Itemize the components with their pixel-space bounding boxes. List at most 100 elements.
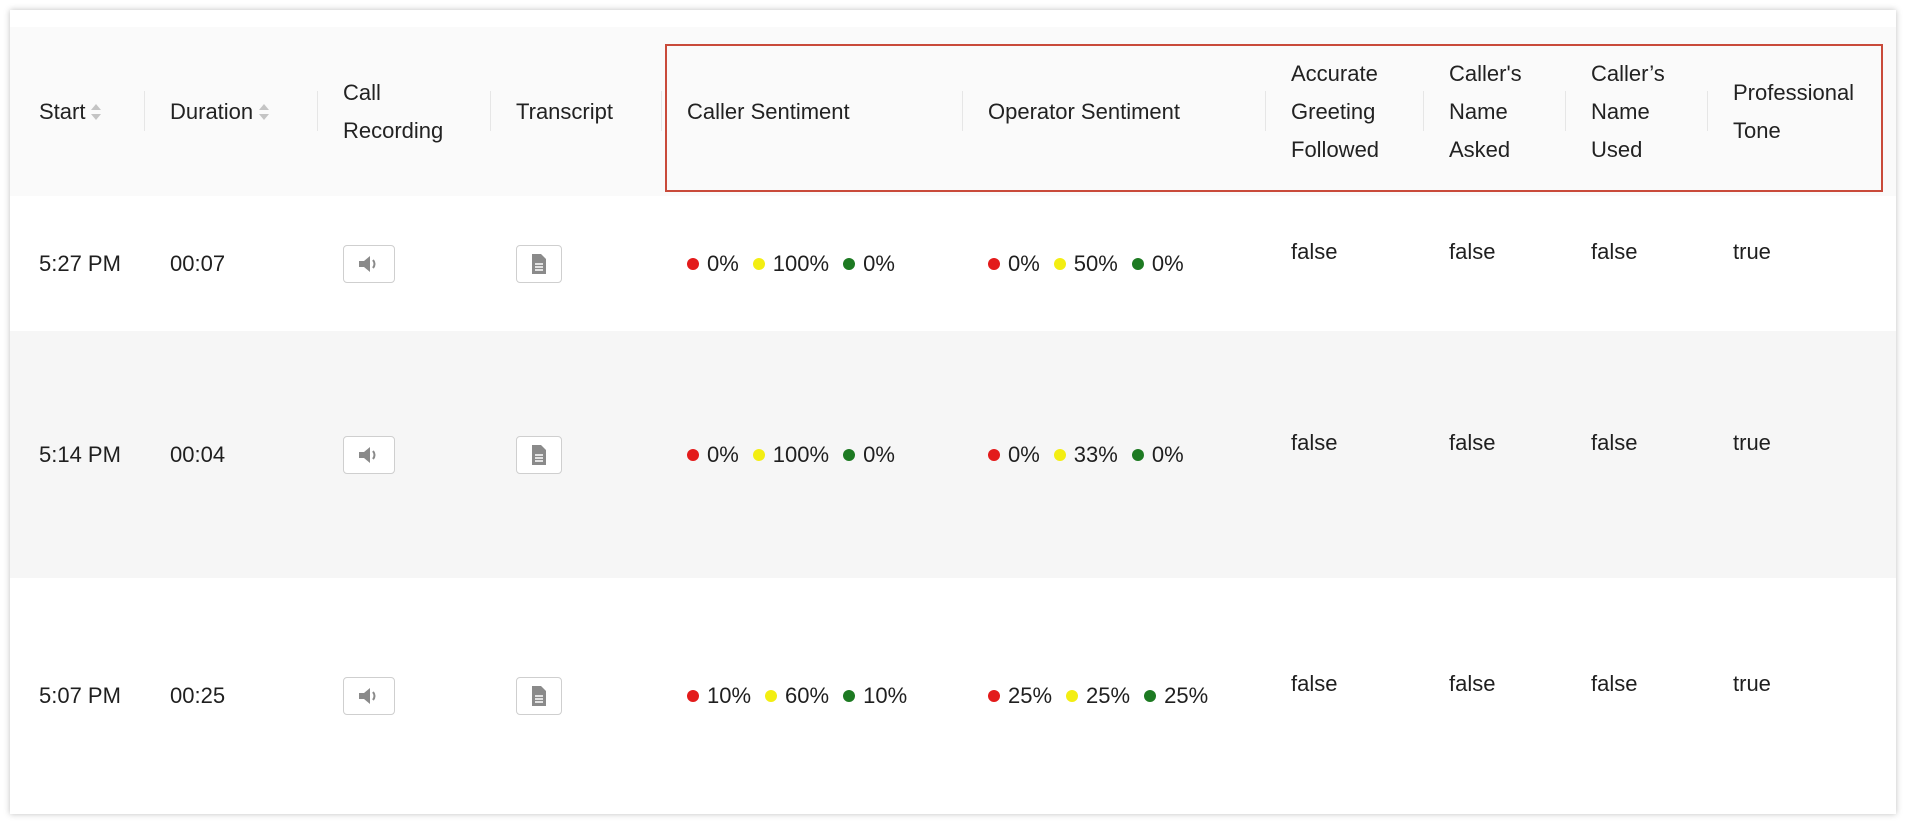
duration-text: 00:04 <box>170 441 226 467</box>
sentiment-value: 25% <box>1008 683 1053 708</box>
header-cell: Professional Tone <box>1733 27 1883 196</box>
sentiment-dot <box>1131 448 1144 461</box>
flag-value: false <box>1591 566 1637 802</box>
sentiment-value: 25% <box>1164 683 1209 708</box>
sentiment-item: 100% <box>752 245 830 283</box>
header-label: Call Recording <box>343 79 444 143</box>
header-label: Transcript <box>516 98 613 124</box>
sentiment-value: 0% <box>707 250 739 276</box>
sentiment-item: 0% <box>843 245 895 283</box>
column-separator <box>490 91 491 131</box>
flag-value: false <box>1449 184 1495 319</box>
flag-value-text: false <box>1449 671 1496 696</box>
sentiment-item: 60% <box>765 677 829 715</box>
sentiment-value: 50% <box>1073 250 1118 276</box>
column-separator <box>661 91 662 131</box>
flag-value: false <box>1591 319 1637 566</box>
sentiment-cell: 0% 50% 0% <box>988 196 1198 331</box>
sentiment-value: 60% <box>785 683 830 708</box>
sentiment-value: 0% <box>1008 250 1040 276</box>
header-label: Caller Sentiment <box>687 98 850 124</box>
sentiment-value: 100% <box>772 441 830 467</box>
sentiment-dot <box>843 257 856 270</box>
header-cell: Caller Sentiment <box>687 27 850 196</box>
sort-icon[interactable] <box>257 101 271 123</box>
sentiment-dot <box>1144 690 1157 702</box>
sentiment-item: 33% <box>1053 436 1118 474</box>
header-label: Caller's Name Asked <box>1449 60 1522 162</box>
sentiment-value: 0% <box>1151 441 1184 467</box>
sentiment-value: 0% <box>1008 441 1040 467</box>
header-cell: Call Recording <box>343 27 463 196</box>
sentiment-item: 0% <box>843 436 895 474</box>
sentiment-dot <box>687 257 699 270</box>
header-label: Operator Sentiment <box>988 98 1180 124</box>
sort-icon[interactable] <box>89 101 103 123</box>
sentiment-item: 0% <box>1131 245 1184 283</box>
duration-text: 00:07 <box>170 250 226 276</box>
sentiment-dot <box>1053 257 1066 270</box>
sentiment-item: 50% <box>1053 245 1118 283</box>
duration: 00:07 <box>170 196 225 331</box>
row-bg <box>10 331 1896 579</box>
sentiment-item: 0% <box>988 436 1040 474</box>
flag-value-text: false <box>1291 671 1338 696</box>
flag-value-text: true <box>1733 671 1771 696</box>
sentiment-dot <box>752 257 765 270</box>
duration: 00:04 <box>170 331 225 578</box>
sentiment-dot <box>687 690 699 702</box>
sentiment-value: 25% <box>1086 683 1131 708</box>
sentiment-dot <box>1053 448 1066 461</box>
sentiment-cell: 0% 100% 0% <box>687 331 909 578</box>
sentiment-value: 100% <box>772 250 830 276</box>
sentiment-item: 0% <box>1131 436 1184 474</box>
recording-cell <box>343 196 395 331</box>
sentiment-dot <box>752 448 765 461</box>
sentiment-value: 10% <box>707 683 752 708</box>
sentiment-dot <box>1131 257 1144 270</box>
start-time: 5:14 PM <box>39 331 121 578</box>
highlight-box <box>665 44 1883 192</box>
flag-value: false <box>1291 319 1337 566</box>
column-separator <box>1707 91 1708 131</box>
flag-value-text: true <box>1733 238 1771 264</box>
column-separator <box>1265 91 1266 131</box>
transcript-cell <box>516 578 562 814</box>
column-separator <box>144 91 145 131</box>
start-time-text: 5:14 PM <box>39 441 121 467</box>
flag-value: false <box>1591 184 1637 319</box>
flag-value: true <box>1733 566 1771 802</box>
flag-value-text: false <box>1449 429 1496 455</box>
row-bg <box>10 196 1896 332</box>
sentiment-dot <box>843 690 856 702</box>
sentiment-item: 25% <box>988 677 1052 715</box>
play-recording-button[interactable] <box>343 677 395 715</box>
header-cell: Transcript <box>516 27 613 196</box>
header-label: Duration <box>170 98 254 124</box>
header-cell: Start <box>39 27 103 196</box>
sentiment-value: 0% <box>863 441 895 467</box>
flag-value-text: false <box>1449 238 1496 264</box>
start-time-text: 5:07 PM <box>39 683 121 708</box>
header-row <box>10 27 1896 197</box>
sentiment-cell: 25% 25% 25% <box>988 578 1222 814</box>
transcript-button[interactable] <box>516 435 562 474</box>
sentiment-value: 33% <box>1073 441 1118 467</box>
sentiment-dot <box>765 690 778 702</box>
row-bg <box>10 578 1896 814</box>
sentiment-item: 25% <box>1066 677 1130 715</box>
transcript-button[interactable] <box>516 677 562 715</box>
sentiment-dot <box>988 690 1000 702</box>
play-recording-button[interactable] <box>343 435 395 474</box>
flag-value-text: false <box>1591 429 1638 455</box>
flag-value: false <box>1291 184 1337 319</box>
sentiment-value: 0% <box>707 441 739 467</box>
duration-text: 00:25 <box>170 683 226 708</box>
column-separator <box>1423 91 1424 131</box>
transcript-cell <box>516 331 562 578</box>
flag-value-text: false <box>1591 238 1638 264</box>
flag-value-text: true <box>1733 429 1771 455</box>
transcript-button[interactable] <box>516 244 562 283</box>
play-recording-button[interactable] <box>343 244 395 283</box>
